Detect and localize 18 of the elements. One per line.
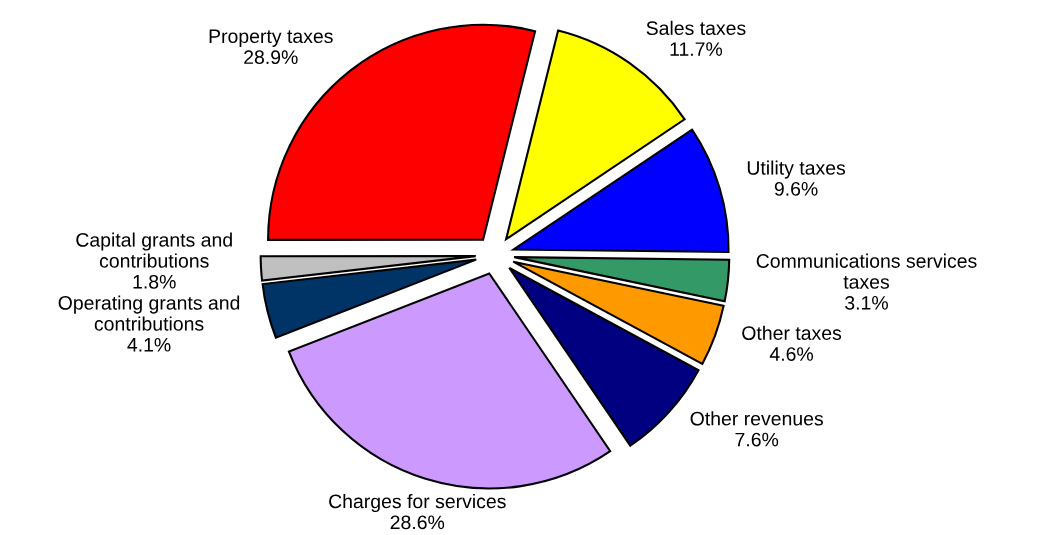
data-label: 4.1%	[127, 337, 171, 352]
data-label: 7.6%	[735, 432, 779, 447]
slice-label: Sales taxes	[646, 20, 746, 36]
slice-label: Property taxes	[209, 29, 333, 47]
slice-label: Capital grants and contributions	[76, 232, 232, 268]
data-label: 3.1%	[845, 296, 888, 310]
slice-label: Other revenues	[690, 411, 823, 426]
data-label: 28.9%	[244, 50, 298, 65]
slice-label: Communications services taxes	[756, 253, 977, 289]
slice-label: Utility taxes	[747, 160, 846, 179]
data-label: 9.6%	[774, 181, 818, 196]
data-label: 11.7%	[670, 42, 723, 56]
data-label: 4.6%	[769, 347, 814, 361]
data-label: 1.8%	[133, 274, 176, 289]
data-label: 28.6%	[390, 515, 445, 530]
slice-label: Operating grants and contributions	[58, 295, 240, 331]
slice-label: Other taxes	[742, 325, 842, 340]
slice-label: Charges for services	[329, 493, 506, 513]
